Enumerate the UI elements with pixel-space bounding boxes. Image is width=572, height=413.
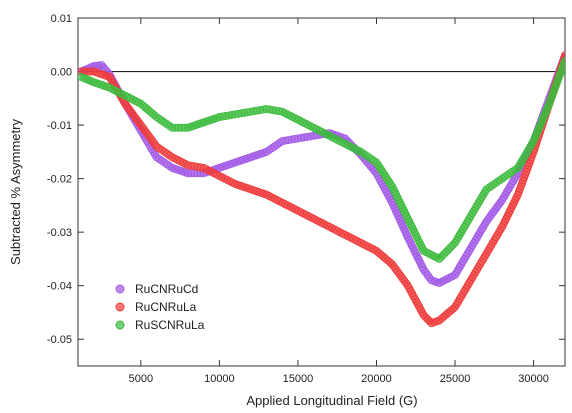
y-axis-title: Subtracted % Asymmetry: [8, 119, 23, 265]
legend-label: RuCNRuLa: [135, 300, 197, 314]
legend-item: RuCNRuCd: [115, 282, 198, 296]
y-tick-label: -0.05: [47, 334, 72, 346]
legend-marker: [115, 302, 125, 312]
y-tick-label: -0.03: [47, 227, 72, 239]
legend-marker: [115, 320, 125, 330]
x-axis-ticks: 5000 10000 15000 20000 25000 30000: [129, 18, 549, 385]
legend-marker: [115, 284, 125, 294]
x-axis-title: Applied Longitudinal Field (G): [246, 393, 417, 408]
x-tick-label: 5000: [129, 373, 153, 385]
x-tick-label: 15000: [283, 373, 314, 385]
x-tick-label: 10000: [204, 373, 235, 385]
data-series: [78, 51, 565, 328]
legend: RuCNRuCd RuCNRuLa RuSCNRuLa: [115, 282, 205, 332]
legend-label: RuSCNRuLa: [135, 318, 205, 332]
data-point: [561, 56, 565, 65]
x-tick-label: 20000: [361, 373, 392, 385]
legend-item: RuCNRuLa: [115, 300, 197, 314]
x-tick-label: 25000: [440, 373, 471, 385]
y-tick-label: 0.00: [51, 67, 72, 79]
legend-item: RuSCNRuLa: [115, 318, 205, 332]
y-axis-ticks: 0.01 0.00 -0.01 -0.02 -0.03 -0.04 -0.05: [47, 13, 565, 346]
y-tick-label: -0.02: [47, 174, 72, 186]
series-RuSCNRuLa: [78, 56, 565, 263]
y-tick-label: -0.01: [47, 120, 72, 132]
y-tick-label: 0.01: [51, 13, 72, 25]
y-tick-label: -0.04: [47, 281, 72, 293]
legend-label: RuCNRuCd: [135, 282, 198, 296]
x-tick-label: 30000: [518, 373, 549, 385]
